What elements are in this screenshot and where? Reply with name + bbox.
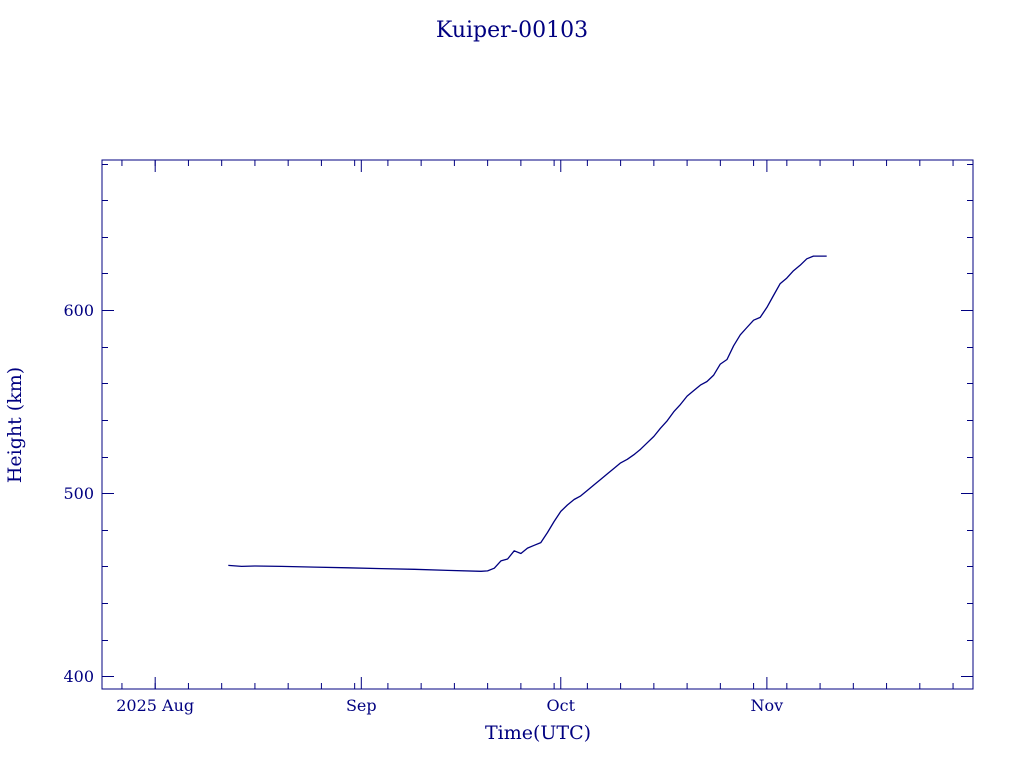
x-tick-label: 2025 Aug [116,696,194,715]
axis-ticks [102,160,973,689]
chart-title: Kuiper-00103 [436,18,588,43]
series-height-line [228,255,827,572]
y-tick-label: 500 [63,484,94,503]
x-tick-label: Nov [751,696,784,715]
plot-frame [101,159,974,690]
y-tick-label: 400 [63,667,94,686]
y-tick-label: 600 [63,301,94,320]
series-layer [228,255,827,572]
tick-labels: 400 500 600 2025 Aug Sep Oct Nov [63,301,783,715]
y-axis-label: Height (km) [4,367,26,483]
x-tick-label: Sep [346,696,377,715]
x-axis-label: Time(UTC) [485,722,591,744]
x-tick-label: Oct [547,696,576,715]
